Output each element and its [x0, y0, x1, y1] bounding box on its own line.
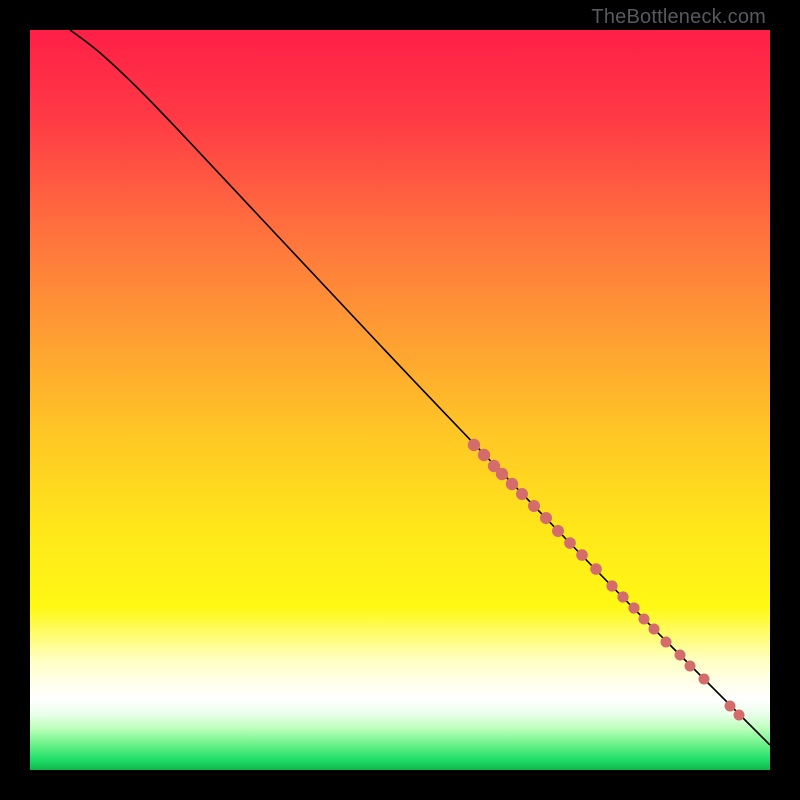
data-marker [699, 674, 710, 685]
data-marker [606, 580, 617, 591]
data-marker [685, 661, 696, 672]
data-marker [628, 602, 639, 613]
data-marker [649, 624, 660, 635]
data-marker [675, 650, 686, 661]
data-marker [540, 512, 552, 524]
data-marker [564, 537, 576, 549]
data-marker [734, 710, 745, 721]
data-marker [528, 500, 540, 512]
data-marker [506, 478, 518, 490]
data-marker [468, 439, 480, 451]
data-marker [496, 468, 508, 480]
data-marker [639, 614, 650, 625]
chart-frame: TheBottleneck.com [0, 0, 800, 800]
gradient-background [30, 30, 770, 770]
data-marker [590, 563, 602, 575]
data-marker [661, 637, 672, 648]
data-marker [516, 488, 528, 500]
data-marker [478, 449, 490, 461]
data-marker [552, 525, 564, 537]
data-marker [725, 701, 736, 712]
plot-svg [30, 30, 770, 770]
watermark-text: TheBottleneck.com [591, 6, 766, 29]
data-marker [617, 591, 628, 602]
plot-area [30, 30, 770, 770]
data-marker [576, 549, 588, 561]
